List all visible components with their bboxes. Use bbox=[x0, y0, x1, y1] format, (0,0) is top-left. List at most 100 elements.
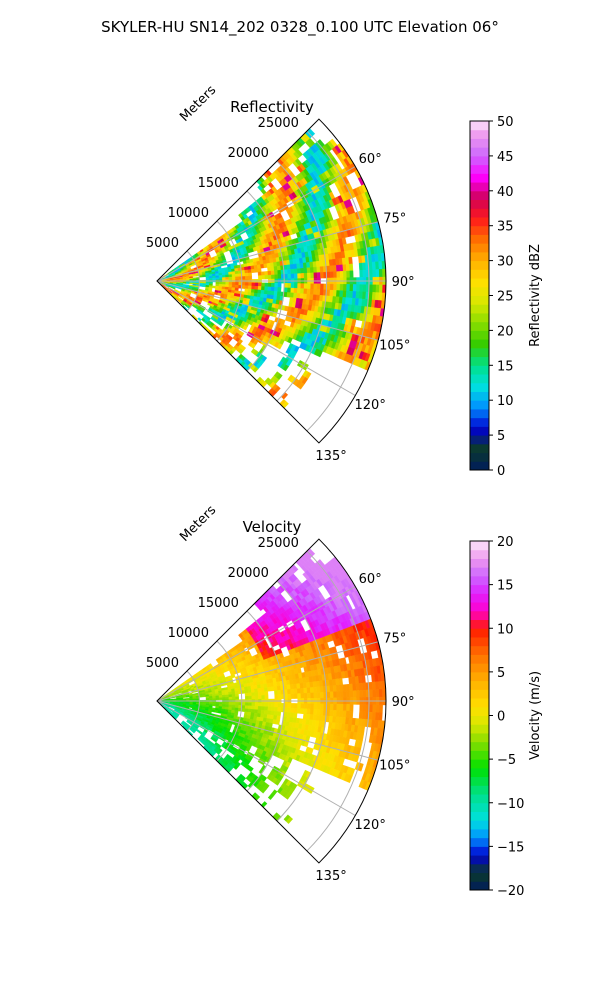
radar-bin bbox=[260, 709, 265, 715]
radar-bin bbox=[212, 277, 217, 281]
radar-bin bbox=[362, 704, 367, 713]
colorbar-tick-label: −20 bbox=[497, 884, 524, 899]
colorbar-segment bbox=[470, 619, 489, 629]
colorbar-segment bbox=[470, 426, 489, 436]
radar-bin bbox=[218, 701, 223, 705]
colorbar-segment bbox=[470, 636, 489, 647]
radar-bin bbox=[290, 688, 295, 695]
radar-bin bbox=[218, 277, 223, 281]
radar-bin bbox=[270, 270, 275, 276]
radar-bin bbox=[222, 277, 226, 281]
radar-bin bbox=[271, 274, 275, 280]
radar-bin bbox=[287, 689, 292, 695]
radar-bin bbox=[300, 687, 305, 694]
colorbar-segment bbox=[470, 452, 489, 462]
colorbar-tick-label: −15 bbox=[497, 840, 524, 855]
colorbar-segment bbox=[470, 129, 489, 139]
radar-bin bbox=[309, 288, 315, 295]
radar-bin bbox=[343, 704, 347, 712]
radar-bin bbox=[284, 283, 289, 289]
radar-bin bbox=[329, 703, 334, 711]
radar-bin bbox=[339, 271, 344, 279]
radar-bin bbox=[267, 274, 272, 280]
radar-bin bbox=[336, 283, 341, 291]
colorbar-segment bbox=[470, 741, 489, 751]
radar-bin bbox=[287, 283, 292, 289]
radar-bin bbox=[274, 694, 279, 700]
radar-bin bbox=[274, 690, 279, 696]
radar-bin bbox=[294, 283, 298, 289]
radar-bin bbox=[313, 709, 318, 716]
radar-bin bbox=[352, 690, 357, 698]
angle-tick-label: 120° bbox=[355, 818, 386, 833]
radar-bin bbox=[300, 703, 305, 709]
radar-bin bbox=[326, 283, 331, 291]
reflectivity-panel: Reflectivity60°75°90°105°120°135°5000100… bbox=[146, 83, 543, 479]
radar-bin bbox=[276, 711, 282, 717]
radar-bin bbox=[274, 702, 279, 708]
colorbar-segment bbox=[470, 121, 489, 131]
radar-bin bbox=[277, 274, 282, 280]
colorbar-segment bbox=[470, 190, 489, 201]
radar-bin bbox=[251, 285, 256, 290]
radar-bin bbox=[218, 321, 224, 327]
colorbar-segment bbox=[470, 330, 489, 340]
colorbar-segment bbox=[470, 356, 489, 366]
radar-bin bbox=[267, 270, 272, 276]
radar-bin bbox=[241, 285, 246, 289]
radar-bin bbox=[296, 688, 301, 694]
radar-bin bbox=[300, 273, 305, 279]
radar-bin bbox=[362, 269, 367, 278]
radar-bin bbox=[241, 702, 246, 706]
radar-bin bbox=[313, 283, 318, 290]
colorbar-segment bbox=[470, 461, 489, 471]
radar-bin bbox=[257, 709, 262, 714]
radar-bin bbox=[231, 273, 236, 278]
radar-bin bbox=[244, 272, 249, 277]
radar-bin bbox=[258, 702, 262, 707]
radar-bin bbox=[303, 267, 308, 274]
angle-tick-label: 60° bbox=[359, 572, 382, 587]
radar-bin bbox=[241, 270, 246, 274]
radar-bin bbox=[372, 704, 377, 713]
colorbar-tick-label: 35 bbox=[497, 220, 514, 235]
radar-bin bbox=[352, 284, 357, 292]
panel-title: Velocity bbox=[243, 518, 302, 536]
figure-title: SKYLER-HU SN14_202 0328_0.100 UTC Elevat… bbox=[101, 18, 499, 37]
radar-bin bbox=[205, 278, 210, 281]
radar-bin bbox=[261, 282, 266, 287]
radar-bin bbox=[248, 702, 253, 707]
radar-bin bbox=[287, 269, 292, 275]
radar-bin bbox=[343, 284, 347, 292]
radar-bin bbox=[244, 692, 249, 697]
radar-bin bbox=[359, 270, 364, 278]
radar-bin bbox=[254, 709, 259, 714]
colorbar-segment bbox=[470, 138, 489, 148]
radar-bin bbox=[277, 287, 282, 293]
radar-bin bbox=[313, 272, 318, 279]
radar-bin bbox=[287, 273, 292, 279]
radar-bin bbox=[257, 289, 262, 294]
radar-bin bbox=[362, 689, 367, 698]
radar-bin bbox=[294, 703, 298, 709]
colorbar-segment bbox=[470, 846, 489, 856]
colorbar-segment bbox=[470, 575, 489, 586]
radar-bin bbox=[300, 288, 305, 295]
radar-bin bbox=[235, 273, 239, 278]
radar-bin bbox=[375, 284, 380, 293]
colorbar-segment bbox=[470, 645, 489, 655]
angle-tick-label: 75° bbox=[383, 211, 406, 226]
radar-bin bbox=[369, 704, 374, 713]
radar-bin bbox=[300, 267, 305, 274]
radar-bin bbox=[276, 715, 281, 721]
radar-bin bbox=[290, 703, 295, 709]
radar-bin bbox=[231, 696, 236, 700]
radar-bin bbox=[306, 267, 311, 274]
radar-bin bbox=[303, 692, 308, 699]
radar-bin bbox=[275, 719, 281, 725]
radar-bin bbox=[359, 690, 364, 698]
radar-bin bbox=[221, 694, 226, 698]
colorbar-segment bbox=[470, 339, 489, 349]
radar-bin bbox=[231, 693, 236, 698]
radar-bin bbox=[297, 273, 302, 279]
